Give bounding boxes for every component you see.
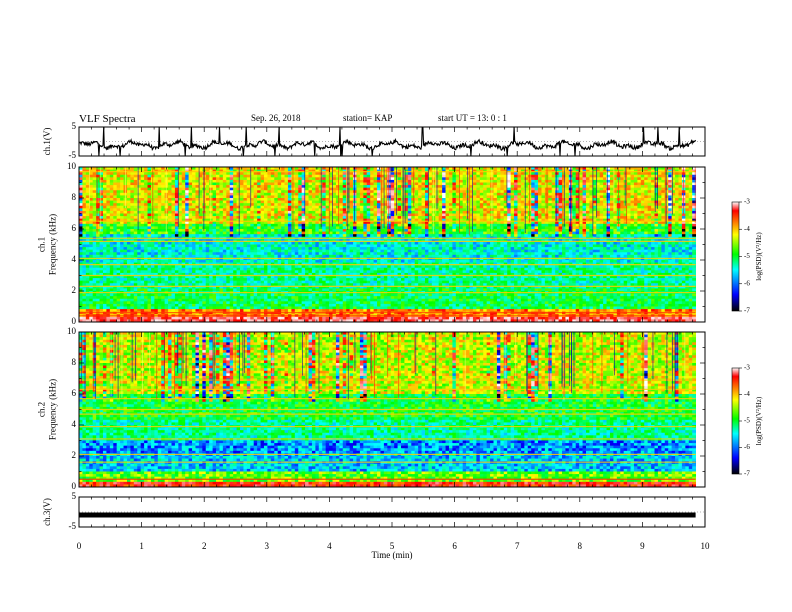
ch2-spectrogram-ytick-label: 6 bbox=[72, 388, 77, 398]
colorbar-ch1-tick-label: -3 bbox=[744, 198, 750, 206]
ch2-spectrogram-ytick-label: 8 bbox=[72, 357, 77, 367]
ch3-waveform-ylabel-line: ch.3(V) bbox=[42, 498, 52, 526]
ch1-waveform-ylabel-line: ch.1(V) bbox=[42, 128, 52, 156]
colorbar-ch2-tick-label: -5 bbox=[744, 417, 750, 425]
colorbar-ch1-tick-label: -6 bbox=[744, 279, 750, 287]
x-tick-label: 7 bbox=[515, 541, 520, 551]
ch3-waveform-ytick-label: 5 bbox=[72, 491, 77, 501]
x-tick-label: 10 bbox=[701, 541, 711, 551]
colorbar-ch1-tick-label: -7 bbox=[744, 307, 750, 315]
colorbar-ch1-label: log(PSD)(V²/Hz) bbox=[755, 232, 763, 281]
ch1-waveform-ytick-label: 5 bbox=[72, 121, 77, 131]
x-tick-label: 6 bbox=[452, 541, 457, 551]
station-label: station= KAP bbox=[343, 113, 392, 123]
x-tick-label: 8 bbox=[578, 541, 583, 551]
ch3-waveform-ytick-label: -5 bbox=[69, 521, 77, 531]
colorbar-ch1-tick-label: -4 bbox=[744, 225, 750, 233]
x-tick-label: 9 bbox=[640, 541, 645, 551]
x-tick-label: 4 bbox=[327, 541, 332, 551]
colorbar-ch2-tick-label: -6 bbox=[744, 443, 750, 451]
ch1-waveform-trace bbox=[78, 126, 697, 157]
ch1-spectrogram-ytick-label: 0 bbox=[72, 316, 77, 326]
ch1-spectrogram-ytick-label: 2 bbox=[72, 285, 77, 295]
x-tick-label: 0 bbox=[77, 541, 82, 551]
colorbar-ch2-label: log(PSD)(V²/Hz) bbox=[755, 396, 763, 445]
colorbar-ch1-scale bbox=[731, 201, 740, 312]
ch2-spectrogram-ylabel-line: Frequency (kHz) bbox=[48, 379, 58, 440]
figure-title: VLF Spectra bbox=[79, 113, 136, 125]
ch2-spectrogram-ytick-label: 4 bbox=[72, 419, 77, 429]
ch1-spectrogram-ytick-label: 6 bbox=[72, 223, 77, 233]
ch1-spectrogram-ytick-label: 8 bbox=[72, 192, 77, 202]
ch1-spectrogram-ylabel: ch.1Frequency (kHz) bbox=[37, 214, 58, 275]
ch3-waveform-ylabel: ch.3(V) bbox=[42, 498, 52, 526]
colorbar-ch2-tick-label: -3 bbox=[744, 364, 750, 372]
start-time-label: start UT = 13: 0 : 1 bbox=[438, 113, 507, 123]
ch1-spectrogram-ylabel-line: ch.1 bbox=[37, 237, 47, 252]
ch2-spectrogram-ytick-label: 10 bbox=[67, 326, 77, 336]
colorbar-ch2-tick-label: -4 bbox=[744, 390, 750, 398]
ch2-spectrogram-ytick-label: 2 bbox=[72, 450, 77, 460]
ch2-spectrogram-ylabel: ch.2Frequency (kHz) bbox=[37, 379, 58, 440]
ch1-spectrogram-image bbox=[79, 167, 697, 323]
x-axis-label: Time (min) bbox=[372, 550, 413, 560]
ch1-spectrogram-ytick-label: 4 bbox=[72, 254, 77, 264]
date-label: Sep. 26, 2018 bbox=[251, 113, 301, 123]
ch1-spectrogram-ylabel-line: Frequency (kHz) bbox=[48, 214, 58, 275]
x-tick-label: 5 bbox=[390, 541, 395, 551]
ch1-waveform-ytick-label: -5 bbox=[69, 150, 77, 160]
colorbar-ch2-scale bbox=[731, 367, 740, 475]
x-tick-label: 3 bbox=[265, 541, 270, 551]
ch2-spectrogram-ylabel-line: ch.2 bbox=[37, 402, 47, 417]
colorbar-ch1-tick-label: -5 bbox=[744, 252, 750, 260]
colorbar-ch2-tick-label: -7 bbox=[744, 470, 750, 478]
x-tick-label: 2 bbox=[202, 541, 207, 551]
ch1-spectrogram-ytick-label: 10 bbox=[67, 161, 77, 171]
ch1-waveform-ylabel: ch.1(V) bbox=[42, 128, 52, 156]
ch2-spectrogram-ytick-label: 0 bbox=[72, 481, 77, 491]
x-tick-label: 1 bbox=[139, 541, 144, 551]
